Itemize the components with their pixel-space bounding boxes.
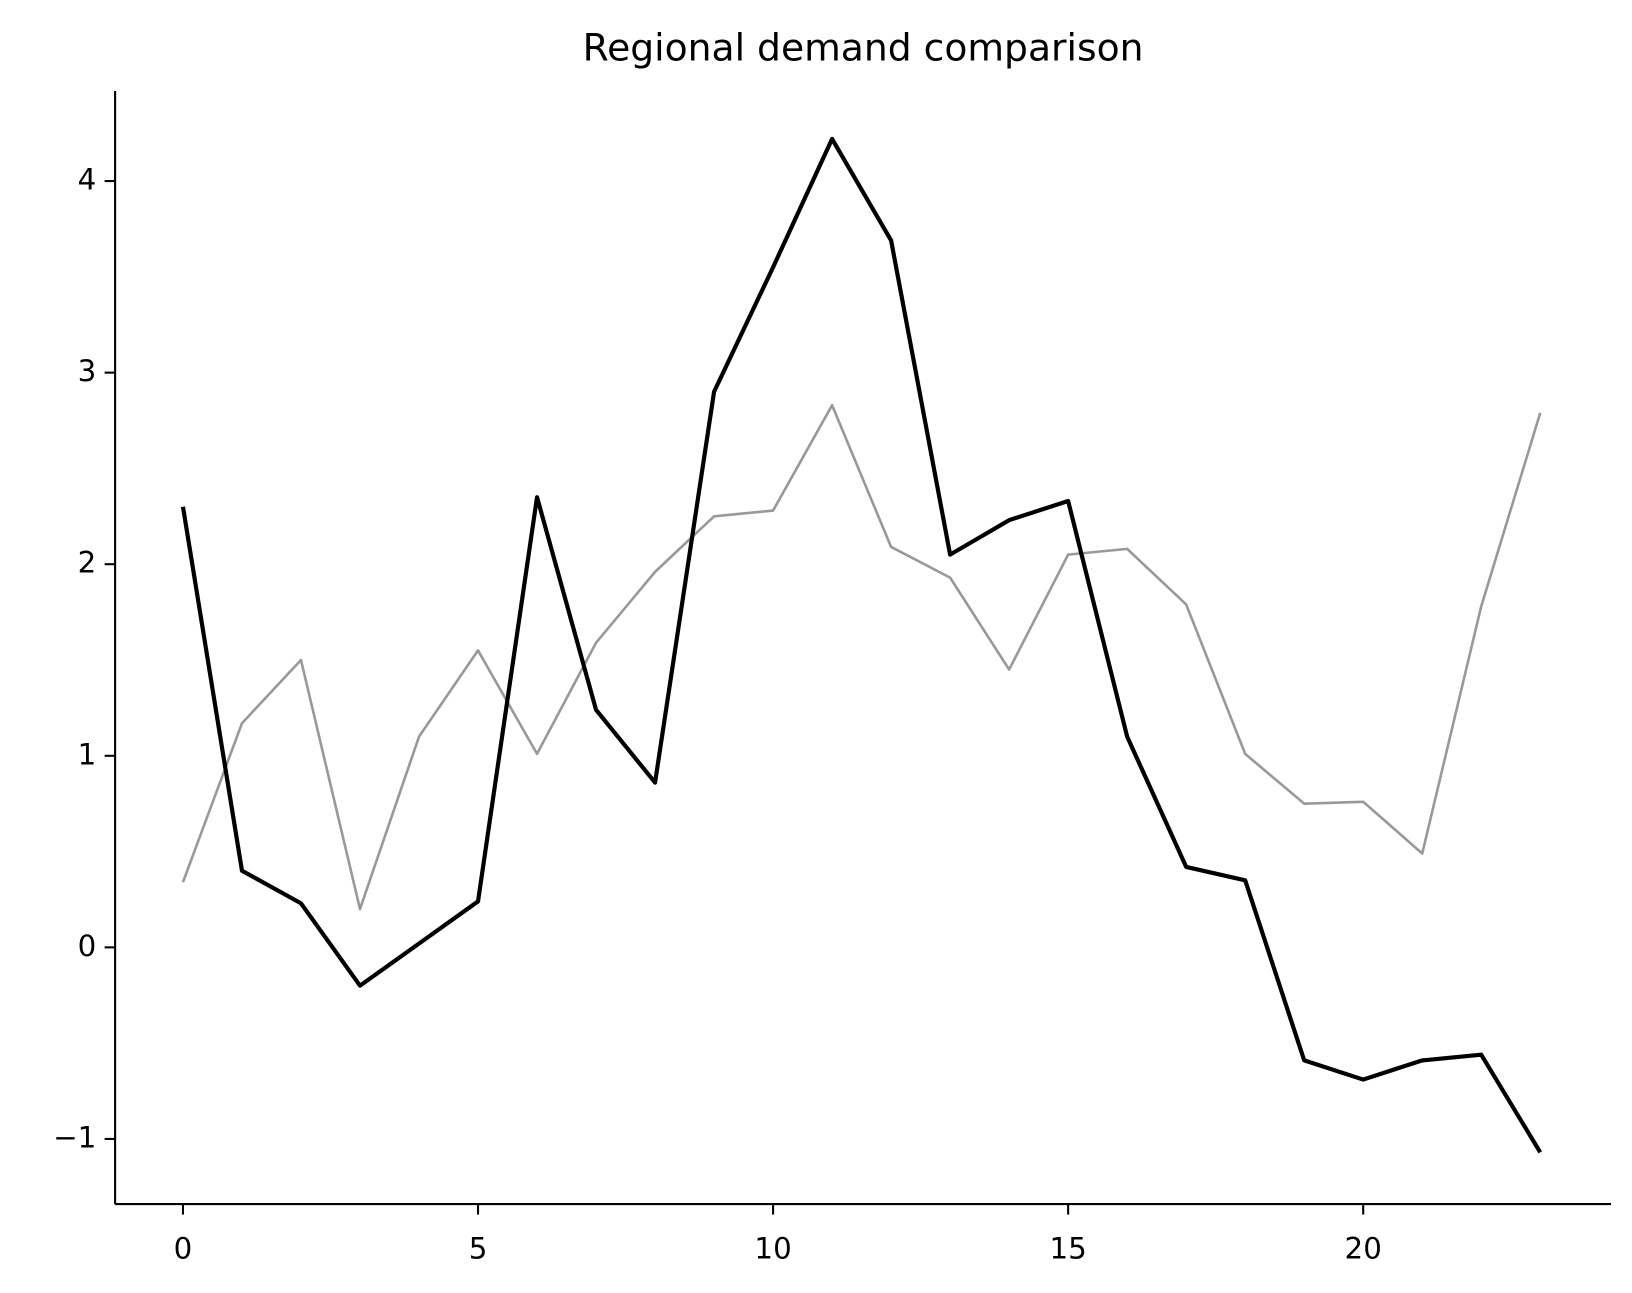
x-tick-label: 5 — [469, 1232, 488, 1266]
x-tick-label: 20 — [1345, 1232, 1382, 1266]
y-tick-label: 2 — [78, 546, 97, 580]
x-tick-label: 10 — [754, 1232, 791, 1266]
series-line — [180, 136, 1543, 1154]
y-tick-label: 4 — [78, 163, 97, 197]
x-tick-label: 15 — [1050, 1232, 1087, 1266]
y-tick-label: 1 — [78, 737, 97, 771]
y-tick-label: −1 — [53, 1120, 96, 1154]
chart-title: Regional demand comparison — [583, 26, 1144, 70]
y-tick-label: 0 — [78, 929, 97, 963]
series-line — [181, 403, 1542, 911]
x-tick-label: 0 — [174, 1232, 193, 1266]
y-tick-label: 3 — [78, 354, 97, 388]
